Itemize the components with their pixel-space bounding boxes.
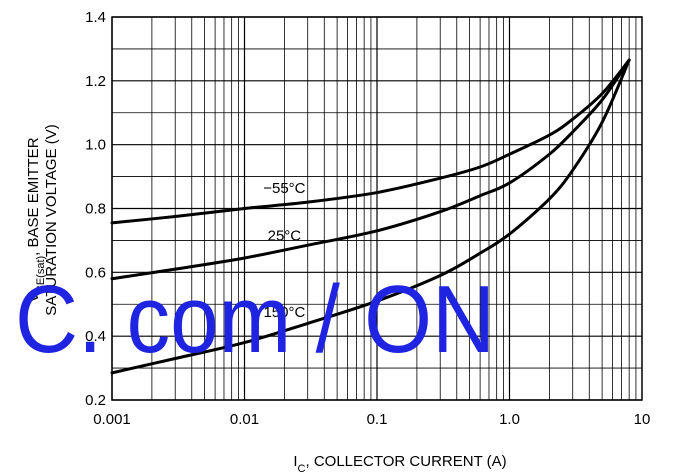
y-axis-label: VBE(sat), BASE EMITTER SATURATION VOLTAG… bbox=[25, 124, 60, 315]
y-tick-label: 0.4 bbox=[85, 328, 106, 345]
y-tick-label: 0.8 bbox=[85, 201, 106, 218]
y-tick-label: 0.6 bbox=[85, 264, 106, 281]
curves bbox=[110, 58, 631, 375]
series-line bbox=[110, 58, 631, 225]
y-tick-label: 1.0 bbox=[85, 137, 106, 154]
series-line bbox=[110, 58, 631, 375]
y-tick-label: 1.2 bbox=[85, 73, 106, 90]
x-tick-label: 0.01 bbox=[230, 411, 259, 428]
series-label: −55°C bbox=[263, 180, 305, 197]
x-axis-label: IC, COLLECTOR CURRENT (A) bbox=[293, 453, 506, 475]
series-line bbox=[110, 58, 631, 281]
x-tick-label: 10 bbox=[634, 411, 651, 428]
watermark-text: C. com / ON bbox=[15, 266, 495, 373]
y-axis-label-line1: VBE(sat), BASE EMITTER bbox=[25, 137, 47, 302]
y-tick-label: 0.2 bbox=[85, 392, 106, 409]
x-tick-label: 0.1 bbox=[367, 411, 388, 428]
x-tick-label: 1.0 bbox=[499, 411, 520, 428]
y-tick-label: 1.4 bbox=[85, 9, 106, 26]
series-label: 150°C bbox=[263, 304, 305, 321]
plot-frame bbox=[111, 16, 643, 401]
grid bbox=[111, 16, 642, 401]
tick-labels: 0.001 0.01 0.1 1.0 10 0.2 0.4 0.6 0.8 1.0 1.2 1.4 bbox=[85, 9, 650, 428]
x-tick-label: 0.001 bbox=[93, 411, 131, 428]
curve-labels: −55°C 25°C 150°C bbox=[263, 180, 305, 321]
y-axis-label-line2: SATURATION VOLTAGE (V) bbox=[43, 124, 60, 315]
series-label: 25°C bbox=[268, 228, 302, 245]
